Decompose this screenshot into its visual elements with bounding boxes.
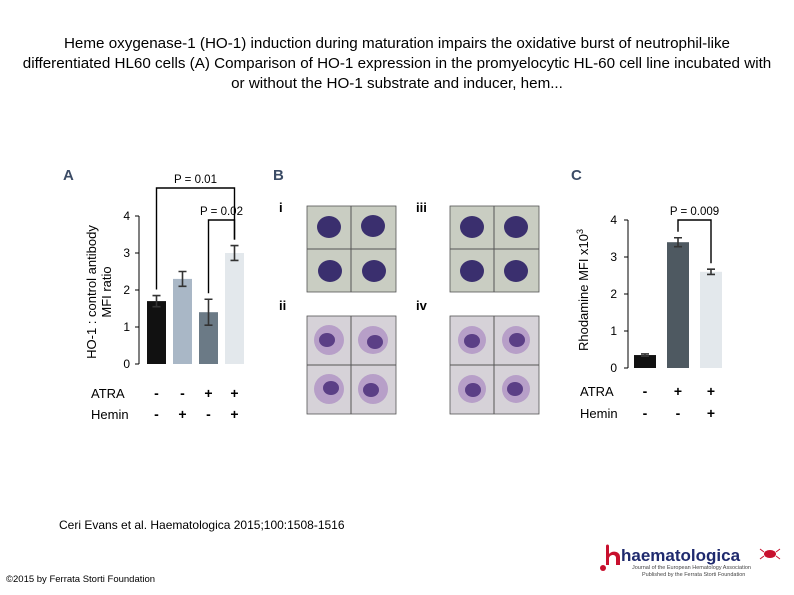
- condition-sign: -: [643, 383, 648, 399]
- condition-label: Hemin: [91, 407, 129, 422]
- significance-bracket: [155, 187, 236, 290]
- logo-wordmark: haematologica: [621, 546, 741, 565]
- subpanel-label-iii: iii: [416, 200, 427, 215]
- condition-sign: -: [180, 385, 185, 401]
- bar: [173, 278, 192, 364]
- y-tick-label: 2: [610, 287, 617, 301]
- y-tick-label: 4: [123, 209, 130, 223]
- panel-a-annotations: P = 0.01 P = 0.02: [155, 174, 243, 294]
- error-bar: [707, 268, 715, 276]
- subpanel-label-ii: ii: [279, 298, 286, 313]
- error-bar: [674, 236, 682, 248]
- y-tick-label: 3: [123, 246, 130, 260]
- panel-c-annotations: P = 0.009: [670, 206, 719, 264]
- panel-c-error-bars: [641, 236, 715, 357]
- y-tick-label: 1: [610, 324, 617, 338]
- panel-c-ylabel-main: Rhodamine MFI x10: [576, 234, 591, 351]
- y-tick-label: 1: [123, 320, 130, 334]
- y-tick-label: 2: [123, 283, 130, 297]
- logo-h-mark: [606, 544, 620, 565]
- logo-tagline-1: Journal of the European Hematology Assoc…: [632, 565, 751, 571]
- condition-label: ATRA: [91, 386, 125, 401]
- y-tick-label: 3: [610, 250, 617, 264]
- error-bar: [152, 294, 161, 308]
- y-tick-label: 0: [123, 357, 130, 371]
- condition-sign: +: [178, 406, 186, 422]
- error-bar: [204, 298, 213, 326]
- panel-a-axis: 0 1 2 3 4: [123, 209, 140, 371]
- citation: Ceri Evans et al. Haematologica 2015;100…: [59, 518, 345, 532]
- panel-a-bars: [147, 253, 244, 364]
- bar: [225, 253, 244, 364]
- bar: [147, 301, 166, 364]
- subpanel-label-iv: iv: [416, 298, 428, 313]
- bar: [634, 355, 656, 368]
- error-bar: [178, 270, 187, 288]
- bar: [667, 242, 689, 368]
- panel-a-letter: A: [63, 167, 74, 184]
- condition-label: ATRA: [580, 384, 614, 399]
- significance-bracket: [677, 219, 712, 264]
- condition-sign: -: [154, 406, 159, 422]
- bar: [700, 271, 722, 368]
- condition-label: Hemin: [580, 406, 618, 421]
- condition-sign: +: [674, 383, 682, 399]
- error-bar: [641, 353, 649, 357]
- logo-emblem-icon: [759, 548, 781, 560]
- micrograph-iii: [449, 205, 540, 293]
- panel-b-micrographs: i iii ii iv: [279, 200, 540, 415]
- condition-sign: -: [676, 405, 681, 421]
- copyright: ©2015 by Ferrata Storti Foundation: [6, 574, 156, 585]
- micrograph-iv: [449, 315, 540, 415]
- condition-sign: +: [204, 385, 212, 401]
- y-tick-label: 4: [610, 213, 617, 227]
- slide-title: Heme oxygenase-1 (HO-1) induction during…: [22, 35, 772, 92]
- logo-dot-icon: [600, 565, 606, 571]
- condition-sign: +: [707, 383, 715, 399]
- panel-c-letter: C: [571, 167, 582, 184]
- panel-c-ylabel-exp: 3: [575, 229, 585, 234]
- y-tick-label: 0: [610, 361, 617, 375]
- haematologica-logo: haematologica Journal of the European He…: [600, 544, 781, 578]
- condition-sign: -: [643, 405, 648, 421]
- condition-sign: +: [230, 406, 238, 422]
- subpanel-label-i: i: [279, 200, 283, 215]
- panel-c-conditions: ATRA - + + Hemin - - +: [580, 383, 715, 421]
- panel-a-ylabel-line2: MFI ratio: [99, 266, 114, 317]
- panel-c-bars: [634, 242, 722, 368]
- condition-sign: +: [230, 385, 238, 401]
- condition-sign: -: [206, 406, 211, 422]
- panel-c-axis: 0 1 2 3 4: [610, 213, 629, 375]
- panel-a-error-bars: [152, 244, 239, 326]
- p-value-label: P = 0.009: [670, 206, 719, 218]
- p-value-label: P = 0.01: [174, 174, 217, 186]
- panel-a-chart: HO-1 : control antibody MFI ratio 01234 …: [84, 174, 244, 422]
- micrograph-i: [306, 205, 397, 293]
- panel-a-ylabel-line1: HO-1 : control antibody: [84, 225, 99, 359]
- micrograph-ii: [306, 315, 397, 415]
- condition-sign: +: [707, 405, 715, 421]
- bar: [199, 312, 218, 364]
- panel-a-conditions: ATRA - - + + Hemin - + - +: [91, 385, 239, 422]
- significance-bracket: [207, 219, 236, 294]
- figure: A B C HO-1 : control antibody MFI ratio …: [63, 167, 582, 422]
- condition-sign: -: [154, 385, 159, 401]
- logo-tagline-2: Published by the Ferrata Storti Foundati…: [642, 572, 745, 578]
- panel-c-ylabel: Rhodamine MFI x103: [575, 229, 591, 351]
- panel-b-letter: B: [273, 167, 284, 184]
- error-bar: [230, 244, 239, 262]
- p-value-label: P = 0.02: [200, 206, 243, 218]
